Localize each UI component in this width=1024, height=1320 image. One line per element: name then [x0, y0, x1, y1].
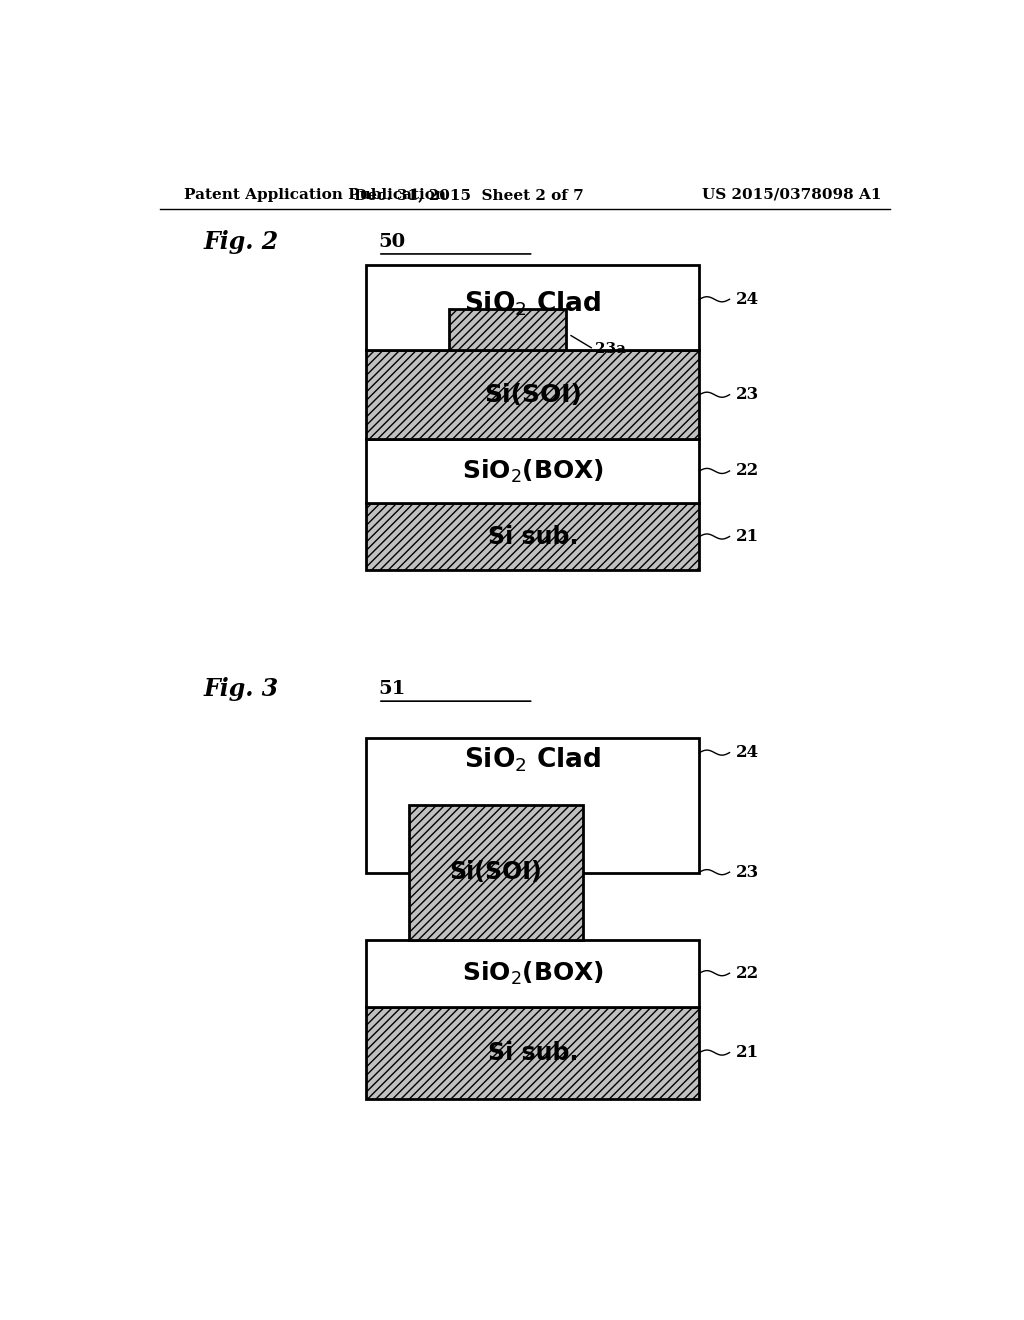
Text: Si(SOI): Si(SOI) [450, 861, 543, 884]
Text: 21: 21 [736, 528, 759, 545]
Text: SiO$_2$ Clad: SiO$_2$ Clad [464, 746, 601, 774]
Bar [367, 440, 699, 503]
Text: 23: 23 [736, 863, 759, 880]
Text: 24: 24 [736, 290, 759, 308]
Text: 22: 22 [736, 965, 759, 982]
Bar [367, 738, 699, 873]
Text: Dec. 31, 2015  Sheet 2 of 7: Dec. 31, 2015 Sheet 2 of 7 [354, 187, 584, 202]
Text: 51: 51 [378, 680, 406, 698]
Text: Patent Application Publication: Patent Application Publication [183, 187, 445, 202]
Bar [367, 351, 699, 440]
Text: Fig. 2: Fig. 2 [204, 230, 279, 253]
Text: 21: 21 [736, 1044, 759, 1061]
Text: Si sub.: Si sub. [487, 524, 578, 549]
Text: US 2015/0378098 A1: US 2015/0378098 A1 [702, 187, 882, 202]
Bar [367, 503, 699, 570]
Text: 23a: 23a [595, 342, 627, 356]
Text: Si(SOI): Si(SOI) [483, 383, 582, 407]
Text: SiO$_2$ Clad: SiO$_2$ Clad [464, 289, 601, 318]
Text: 22: 22 [736, 462, 759, 479]
Text: SiO$_2$(BOX): SiO$_2$(BOX) [462, 960, 604, 987]
Text: SiO$_2$(BOX): SiO$_2$(BOX) [462, 457, 604, 484]
Text: 24: 24 [736, 744, 759, 762]
Text: Si sub.: Si sub. [487, 1040, 578, 1064]
Bar [367, 940, 699, 1007]
Text: 23: 23 [736, 387, 759, 403]
Text: 50: 50 [378, 232, 406, 251]
Text: Fig. 3: Fig. 3 [204, 677, 279, 701]
Bar [367, 1007, 699, 1098]
Bar [367, 265, 699, 351]
Bar [450, 309, 566, 351]
Bar [410, 804, 583, 940]
